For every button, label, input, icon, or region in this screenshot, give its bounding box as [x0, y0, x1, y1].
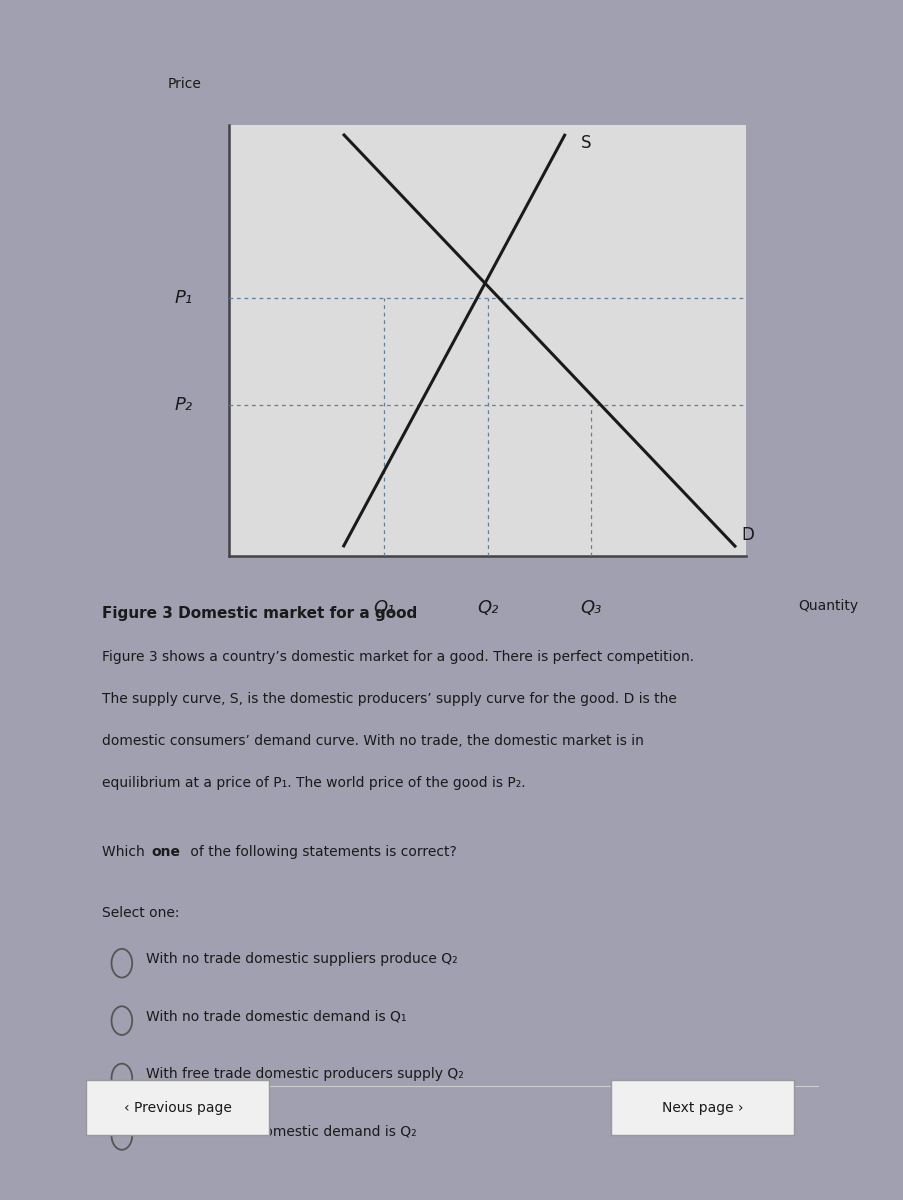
Text: of the following statements is correct?: of the following statements is correct?: [185, 845, 456, 859]
Text: ‹ Previous page: ‹ Previous page: [124, 1100, 231, 1115]
Text: With no trade domestic demand is Q₁: With no trade domestic demand is Q₁: [145, 1009, 405, 1024]
Text: Price: Price: [167, 77, 200, 91]
Text: Q₂: Q₂: [477, 599, 498, 617]
Text: Figure 3 shows a country’s domestic market for a good. There is perfect competit: Figure 3 shows a country’s domestic mark…: [102, 649, 694, 664]
Text: With no trade domestic suppliers produce Q₂: With no trade domestic suppliers produce…: [145, 952, 457, 966]
Text: Select one:: Select one:: [102, 906, 180, 920]
Text: Next page ›: Next page ›: [661, 1100, 742, 1115]
Text: Q₁: Q₁: [373, 599, 395, 617]
Text: D: D: [740, 526, 753, 544]
Text: Which: Which: [102, 845, 149, 859]
Text: The supply curve, S, is the domestic producers’ supply curve for the good. D is : The supply curve, S, is the domestic pro…: [102, 691, 676, 706]
Text: With free trade domestic demand is Q₂: With free trade domestic demand is Q₂: [145, 1124, 416, 1139]
Text: S: S: [581, 134, 591, 152]
Text: Figure 3 Domestic market for a good: Figure 3 Domestic market for a good: [102, 606, 417, 620]
Text: P₂: P₂: [175, 396, 193, 414]
Text: Quantity: Quantity: [797, 599, 857, 613]
Text: one: one: [151, 845, 180, 859]
Text: equilibrium at a price of P₁. The world price of the good is P₂.: equilibrium at a price of P₁. The world …: [102, 775, 525, 790]
Text: Q₃: Q₃: [580, 599, 601, 617]
Text: With free trade domestic producers supply Q₂: With free trade domestic producers suppl…: [145, 1067, 463, 1081]
Text: P₁: P₁: [175, 288, 193, 306]
Text: domestic consumers’ demand curve. With no trade, the domestic market is in: domestic consumers’ demand curve. With n…: [102, 733, 643, 748]
